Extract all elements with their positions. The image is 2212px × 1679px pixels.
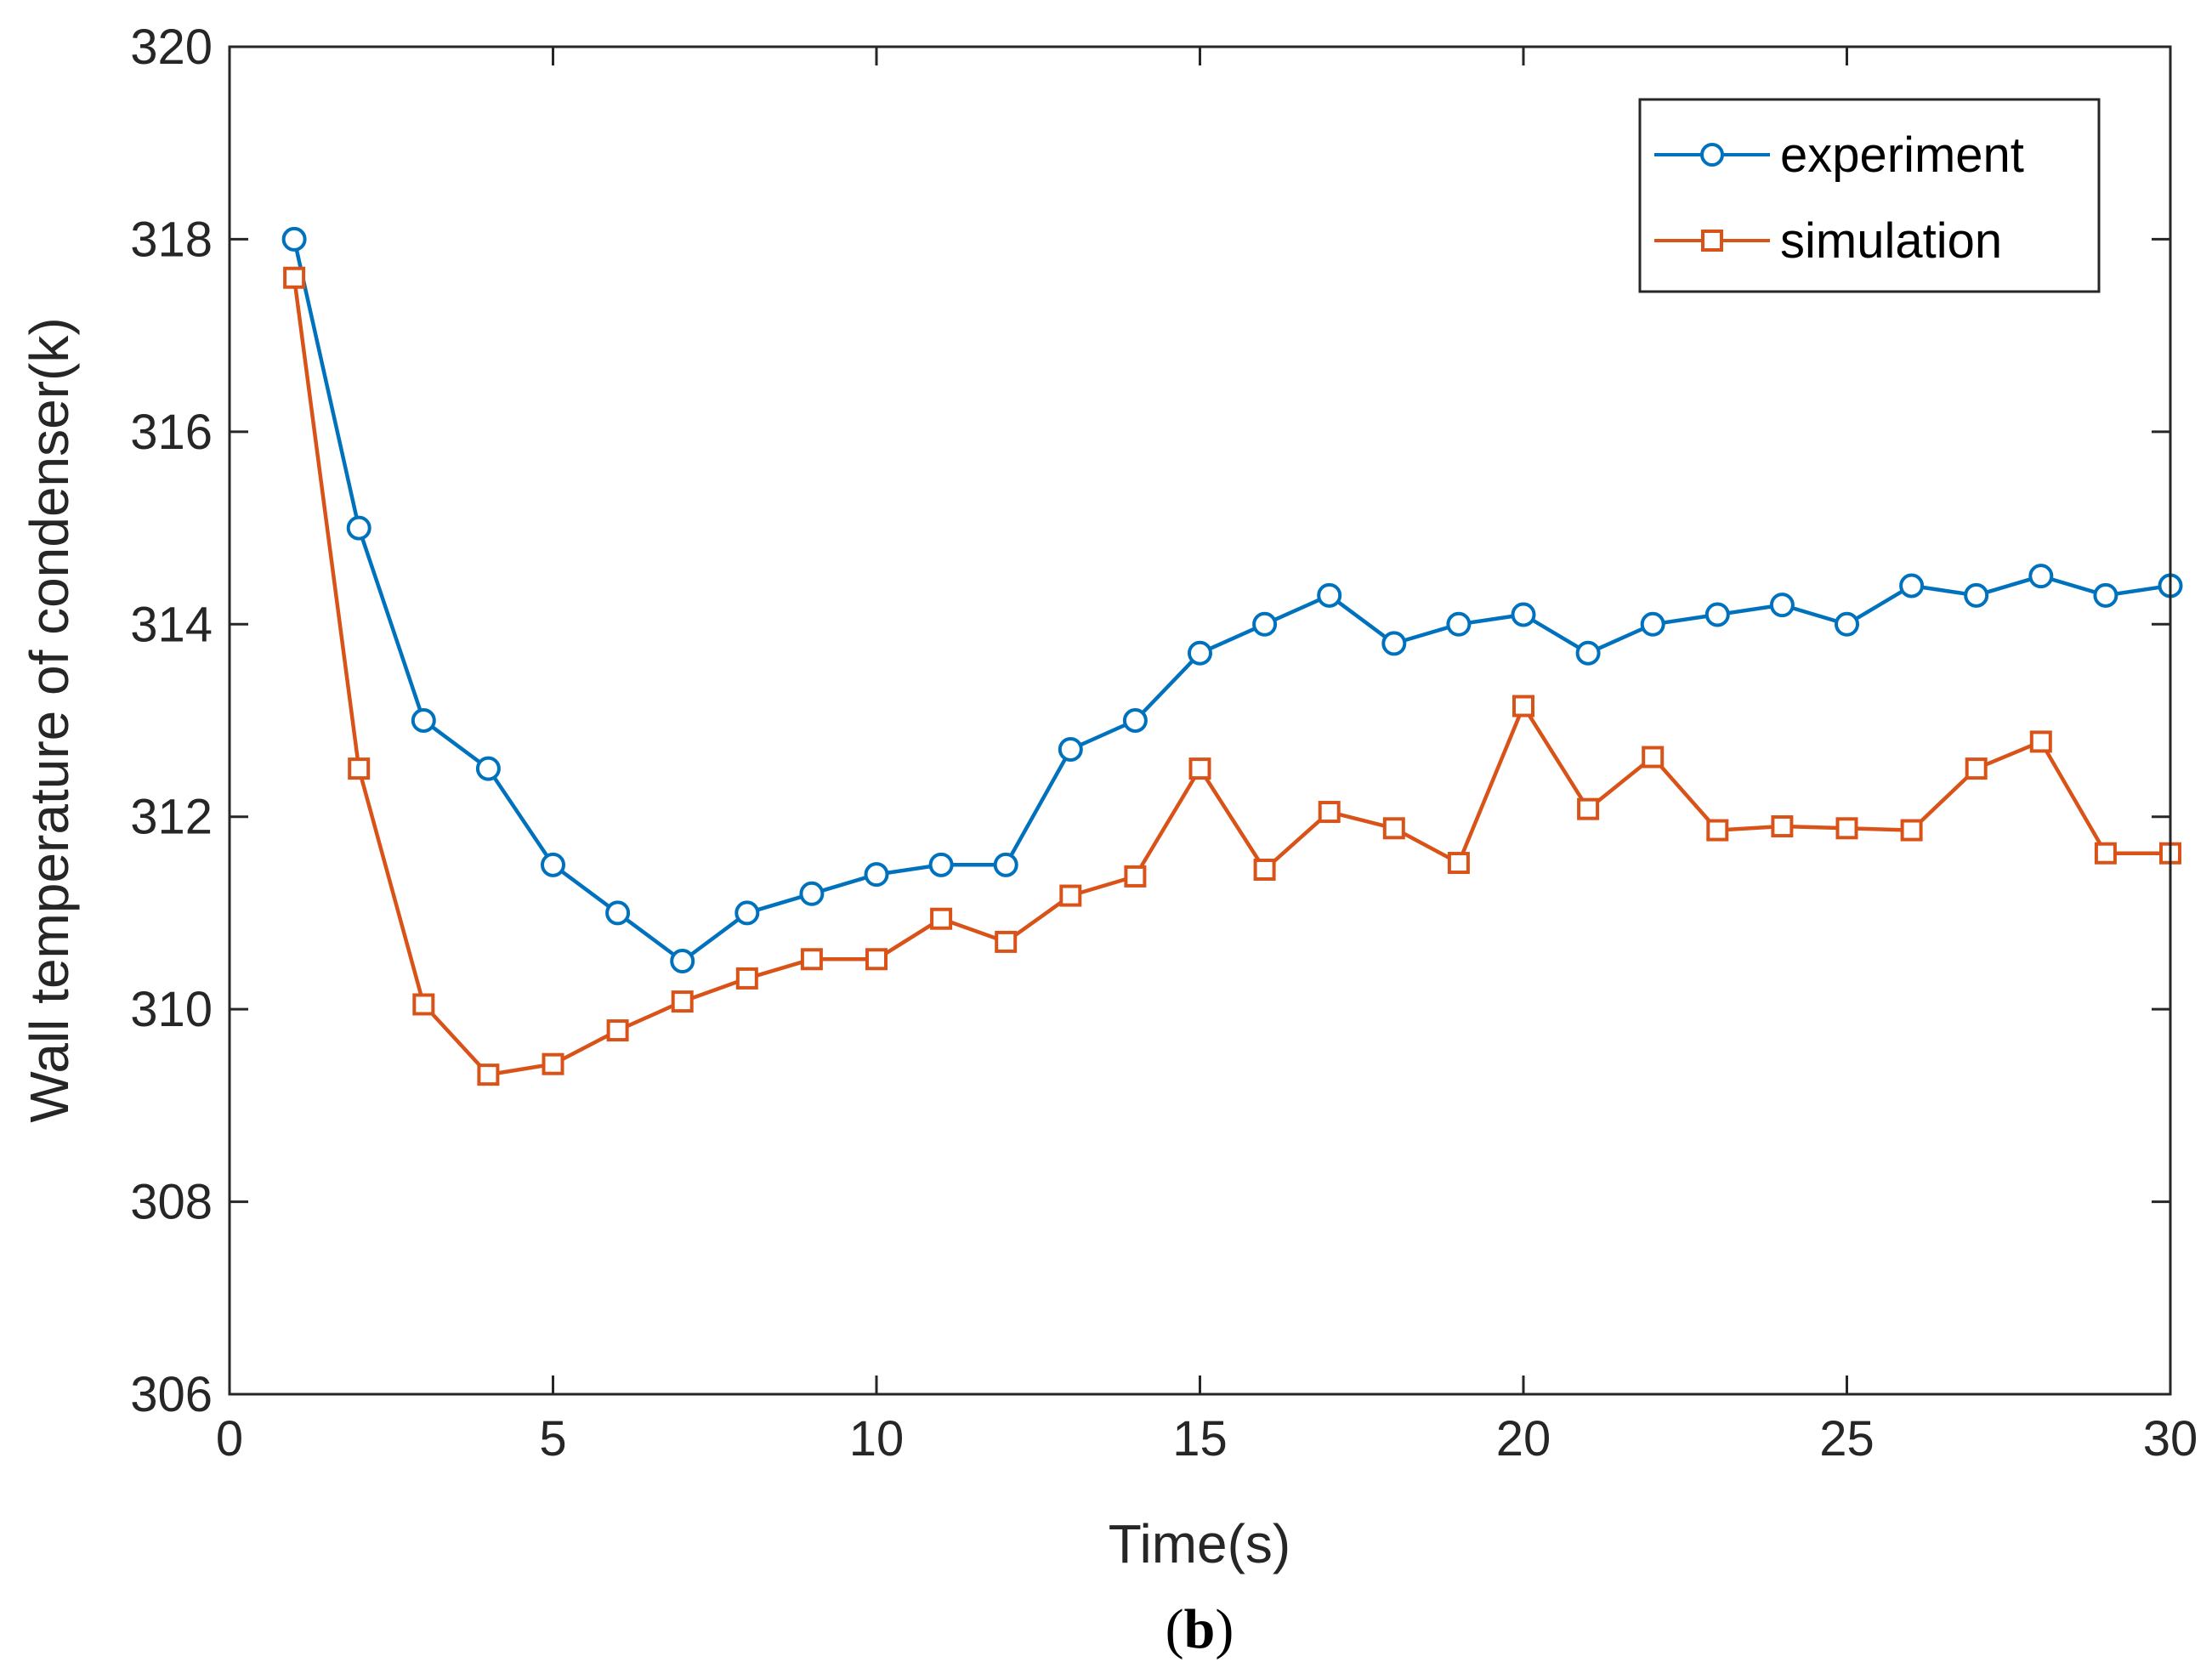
point-experiment — [475, 756, 501, 781]
point-simulation — [735, 967, 758, 990]
point-simulation — [1706, 819, 1729, 842]
x-axis-label: Time(s) — [1109, 1513, 1290, 1574]
point-simulation — [477, 1064, 500, 1086]
figure-caption: (b) — [1166, 1598, 1234, 1660]
point-experiment — [1511, 602, 1536, 627]
point-experiment — [605, 900, 631, 926]
point-experiment — [928, 852, 954, 877]
caption-open-paren: ( — [1166, 1598, 1184, 1660]
point-experiment — [346, 515, 372, 541]
point-experiment — [1899, 573, 1925, 598]
point-experiment — [541, 852, 565, 877]
point-simulation — [2029, 730, 2052, 753]
point-simulation — [1447, 852, 1470, 875]
point-simulation — [1382, 817, 1405, 840]
legend-label-simulation: simulation — [1780, 213, 2002, 269]
point-simulation — [1900, 819, 1923, 842]
point-simulation — [1512, 695, 1534, 718]
point-experiment — [1640, 611, 1665, 637]
point-experiment — [864, 862, 889, 888]
point-experiment — [1252, 611, 1278, 637]
y-tick-label: 318 — [130, 212, 213, 267]
caption-close-paren: ) — [1215, 1598, 1234, 1660]
point-simulation — [1577, 797, 1600, 820]
point-simulation — [1124, 865, 1147, 888]
point-simulation — [348, 757, 371, 780]
point-simulation — [1318, 801, 1341, 824]
point-experiment — [1446, 611, 1472, 637]
point-simulation — [283, 266, 306, 289]
x-tick-label: 30 — [2143, 1411, 2198, 1466]
point-experiment — [670, 949, 695, 974]
point-simulation — [542, 1052, 564, 1075]
y-tick-label: 320 — [130, 20, 213, 75]
point-experiment — [734, 900, 760, 926]
legend-box — [1638, 98, 2101, 293]
point-experiment — [2028, 564, 2054, 589]
point-simulation — [412, 993, 435, 1016]
point-simulation — [1835, 817, 1858, 840]
y-tick-label: 308 — [130, 1175, 213, 1230]
point-simulation — [865, 948, 888, 971]
point-experiment — [1122, 708, 1148, 733]
point-experiment — [1964, 582, 1989, 608]
point-simulation — [1965, 757, 1988, 780]
plot-frame — [228, 45, 2172, 1396]
point-experiment — [1381, 631, 1407, 656]
point-experiment — [799, 881, 825, 906]
y-tick-label: 310 — [130, 982, 213, 1037]
caption-letter: b — [1184, 1598, 1216, 1660]
x-tick-label: 10 — [849, 1411, 905, 1466]
point-experiment — [1704, 602, 1730, 627]
point-simulation — [671, 990, 694, 1013]
point-simulation — [800, 948, 823, 971]
point-experiment — [281, 226, 307, 252]
point-simulation — [2094, 842, 2117, 865]
x-tick-label: 25 — [1819, 1411, 1875, 1466]
point-experiment — [2093, 582, 2118, 608]
point-simulation — [995, 930, 1018, 953]
point-simulation — [930, 907, 953, 930]
y-axis-label: Wall temperature of condenser(k) — [19, 317, 80, 1122]
point-simulation — [606, 1019, 629, 1042]
point-experiment — [1058, 736, 1083, 762]
point-simulation — [1059, 884, 1082, 907]
y-tick-label: 306 — [130, 1367, 213, 1422]
y-tick-label: 312 — [130, 790, 213, 845]
legend-label-experiment: experiment — [1780, 128, 2024, 183]
point-simulation — [1771, 815, 1794, 838]
y-tick-label: 316 — [130, 405, 213, 460]
point-simulation — [1188, 757, 1211, 780]
point-experiment — [1769, 593, 1795, 618]
point-experiment — [1575, 640, 1601, 666]
y-tick-label: 314 — [130, 597, 213, 652]
legend-marker-experiment — [1700, 143, 1724, 167]
point-experiment — [411, 708, 436, 733]
legend-marker-simulation — [1701, 230, 1723, 252]
x-tick-label: 15 — [1172, 1411, 1228, 1466]
x-tick-label: 20 — [1496, 1411, 1551, 1466]
x-tick-label: 5 — [539, 1411, 566, 1466]
point-experiment — [1317, 582, 1342, 608]
point-simulation — [1642, 746, 1665, 769]
series-line-experiment — [292, 238, 2171, 963]
point-experiment — [1835, 611, 1859, 637]
point-simulation — [1253, 858, 1276, 881]
x-tick-label: 0 — [216, 1411, 243, 1466]
point-experiment — [993, 852, 1018, 877]
point-experiment — [1188, 640, 1212, 666]
legend: experiment simulation — [1638, 98, 2101, 293]
